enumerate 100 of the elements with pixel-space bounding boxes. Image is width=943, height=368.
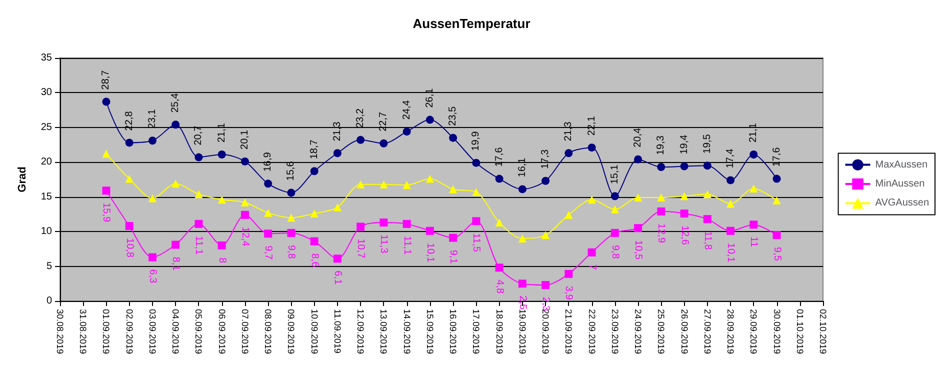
point [356,136,365,144]
point [310,237,318,246]
point [542,281,550,290]
x-tick-label: 11.09.2019 [332,309,342,354]
point [240,157,249,166]
x-tick-label: 06.09.2019 [216,309,227,354]
data-label: 19,3 [656,135,667,156]
y-tick-label: 25 [40,122,52,133]
point [125,174,134,183]
data-label: 11,1 [401,236,412,256]
point [449,185,458,194]
x-tick-label: 05.09.2019 [194,309,204,354]
point [194,220,203,228]
data-label: 3,9 [563,286,574,300]
point [542,176,550,185]
x-tick-label: 31.08.2019 [78,309,88,354]
data-label: 10,7 [355,238,366,259]
point [240,210,249,219]
data-label: 19,5 [702,134,713,154]
point [518,280,526,288]
point [333,203,342,212]
point [564,149,573,158]
data-label: 10,1 [725,242,736,263]
data-label: 10,1 [424,242,436,263]
data-label: 10,8 [124,238,135,258]
point [102,186,110,195]
data-label: 23,2 [355,108,366,128]
x-tick-label: 09.09.2019 [286,309,296,354]
x-tick-label: 20.09.2019 [540,309,551,354]
data-label: 20,1 [239,130,250,150]
data-label: 8 [216,257,228,264]
x-tick-label: 01.09.2019 [101,309,112,354]
point [125,222,134,230]
x-tick-label: 17.09.2019 [471,309,482,354]
point [125,138,134,147]
data-label: 9,8 [609,244,620,260]
point [564,210,573,219]
data-label: 9,1 [448,250,459,264]
point [750,150,758,159]
point [148,253,156,262]
x-tick-label: 07.09.2019 [240,309,250,354]
point [310,210,318,218]
point [380,218,388,227]
point [402,128,411,136]
point [287,188,296,197]
chart-title: AussenTemperatur [412,16,530,31]
point [356,180,365,188]
point [518,185,526,194]
point [356,222,365,231]
point [610,205,619,214]
point [472,188,480,196]
data-label: 16,1 [516,157,528,178]
point [680,192,688,200]
point [148,136,156,145]
x-tick-label: 04.09.2019 [170,309,181,354]
data-label: 11,5 [470,233,482,252]
x-tick-label: 23.09.2019 [610,309,620,354]
data-label: 12,9 [656,223,667,244]
point [680,210,688,218]
point [772,231,781,240]
data-label: 2,3 [540,297,552,312]
x-tick-label: 29.09.2019 [748,309,759,354]
y-tick-label: 10 [40,226,52,238]
data-label: 7 [586,264,598,270]
point [472,158,480,167]
y-tick-label: 20 [40,156,52,168]
point [194,153,203,162]
x-tick-label: 21.09.2019 [564,309,574,354]
data-label: 11,1 [193,236,204,256]
data-label: 11 [748,236,760,248]
point [287,214,296,222]
point [449,134,458,142]
point [102,98,110,106]
x-tick-label: 18.09.2019 [494,309,504,354]
legend-label: MaxAussen [875,159,928,170]
point [610,192,619,200]
point [218,196,226,204]
data-label: 6,3 [146,269,158,284]
data-label: 9,8 [286,244,297,260]
point [449,234,458,242]
data-label: 6,1 [332,270,343,285]
point [726,226,735,235]
data-label: 25,4 [170,92,182,113]
point [703,215,712,224]
data-label: 2,5 [516,296,528,310]
data-label: 4,8 [494,280,505,294]
point [264,208,272,217]
y-tick-label: 0 [46,296,52,306]
x-tick-label: 02.10.2019 [818,309,828,354]
x-tick-label: 22.09.2019 [586,309,597,354]
point [542,231,550,240]
point [772,174,781,183]
data-label: 21,3 [563,121,574,142]
point [426,174,434,183]
point [264,180,272,188]
point [588,196,596,204]
x-tick-label: 24.09.2019 [633,309,644,354]
y-tick-label: 30 [40,87,52,98]
point [380,139,388,148]
data-label: 15,1 [609,164,620,184]
